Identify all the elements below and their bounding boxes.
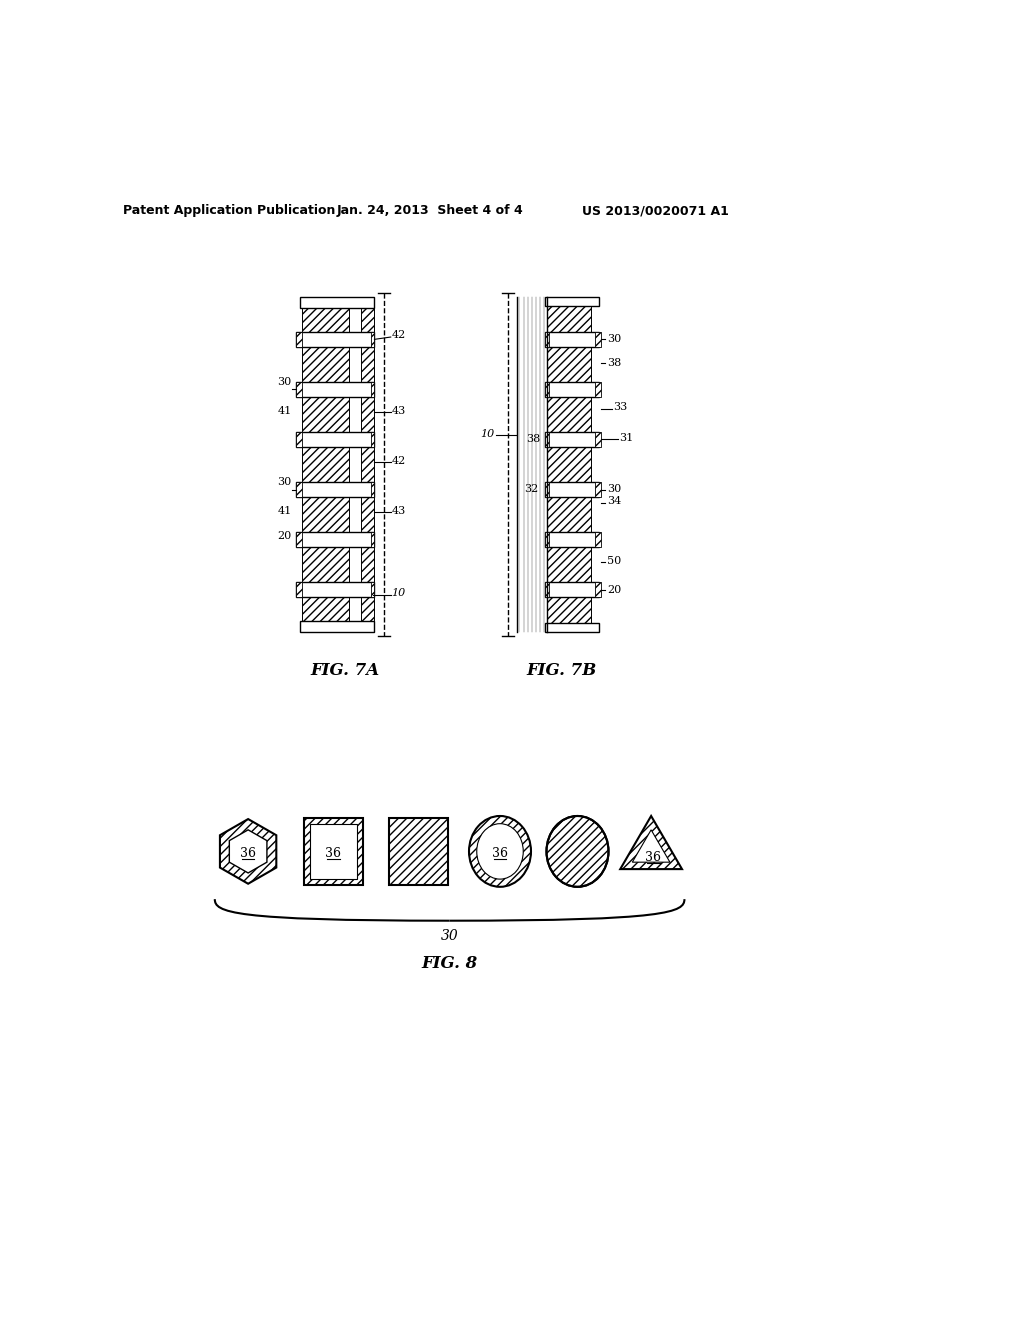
Text: 33: 33 <box>613 401 628 412</box>
Text: 10: 10 <box>480 429 495 438</box>
Polygon shape <box>229 830 267 873</box>
Bar <box>545 432 599 447</box>
Bar <box>360 297 375 632</box>
Bar <box>296 331 375 347</box>
Bar <box>296 432 375 447</box>
Text: FIG. 7A: FIG. 7A <box>310 661 380 678</box>
Text: 43: 43 <box>391 405 406 416</box>
Text: 30: 30 <box>278 477 292 487</box>
Bar <box>372 482 375 498</box>
Bar <box>595 532 601 548</box>
Bar <box>296 532 302 548</box>
Bar <box>304 817 362 886</box>
Text: 42: 42 <box>391 455 406 466</box>
Bar <box>296 482 375 498</box>
Text: 36: 36 <box>492 847 508 861</box>
Bar <box>545 482 549 498</box>
Bar <box>296 432 302 447</box>
Text: 30: 30 <box>278 376 292 387</box>
Polygon shape <box>220 818 276 884</box>
Text: 42: 42 <box>391 330 406 341</box>
Bar <box>296 582 375 597</box>
Text: 41: 41 <box>278 405 292 416</box>
Polygon shape <box>633 830 670 862</box>
Text: 36: 36 <box>326 847 341 861</box>
Text: 41: 41 <box>278 506 292 516</box>
Bar <box>595 482 601 498</box>
Bar <box>545 582 599 597</box>
Bar <box>296 582 302 597</box>
Bar <box>296 482 302 498</box>
Ellipse shape <box>469 816 531 887</box>
Polygon shape <box>621 816 682 869</box>
Bar <box>296 532 375 548</box>
Bar <box>300 622 375 632</box>
Bar <box>389 817 449 886</box>
Bar <box>545 381 599 397</box>
Text: 38: 38 <box>526 434 541 445</box>
Bar <box>545 297 599 306</box>
Text: 36: 36 <box>240 847 256 861</box>
Text: US 2013/0020071 A1: US 2013/0020071 A1 <box>582 205 728 218</box>
Bar <box>300 297 375 308</box>
Bar <box>545 582 549 597</box>
Bar <box>547 297 592 632</box>
Bar <box>545 532 549 548</box>
Ellipse shape <box>477 824 523 879</box>
Text: 30: 30 <box>607 334 622 345</box>
Bar <box>372 432 375 447</box>
Bar <box>372 331 375 347</box>
Text: FIG. 8: FIG. 8 <box>422 954 478 972</box>
Text: 43: 43 <box>391 506 406 516</box>
Bar <box>296 331 302 347</box>
Text: 31: 31 <box>620 433 634 444</box>
Bar <box>545 623 599 632</box>
Bar <box>372 532 375 548</box>
Bar <box>595 432 601 447</box>
Bar <box>545 432 549 447</box>
Bar <box>595 582 601 597</box>
Text: 20: 20 <box>607 585 622 594</box>
Text: 10: 10 <box>391 589 406 598</box>
Bar <box>595 381 601 397</box>
Text: Jan. 24, 2013  Sheet 4 of 4: Jan. 24, 2013 Sheet 4 of 4 <box>337 205 523 218</box>
Bar <box>545 482 599 498</box>
Bar <box>545 331 549 347</box>
Bar <box>372 582 375 597</box>
Text: FIG. 7B: FIG. 7B <box>527 661 597 678</box>
Bar <box>372 381 375 397</box>
Text: 30: 30 <box>607 484 622 495</box>
Text: 50: 50 <box>607 556 622 566</box>
Text: 34: 34 <box>607 496 622 506</box>
Text: 32: 32 <box>524 484 539 495</box>
Bar <box>545 331 599 347</box>
Bar <box>595 331 601 347</box>
Text: Patent Application Publication: Patent Application Publication <box>123 205 335 218</box>
Bar <box>296 381 302 397</box>
Text: 30: 30 <box>440 929 459 942</box>
Text: 38: 38 <box>607 358 622 368</box>
Bar <box>545 532 599 548</box>
Text: 20: 20 <box>278 531 292 541</box>
Ellipse shape <box>547 816 608 887</box>
Text: 36: 36 <box>645 851 662 865</box>
Bar <box>545 381 549 397</box>
Bar <box>296 381 375 397</box>
Bar <box>310 824 356 879</box>
Bar <box>302 297 349 632</box>
